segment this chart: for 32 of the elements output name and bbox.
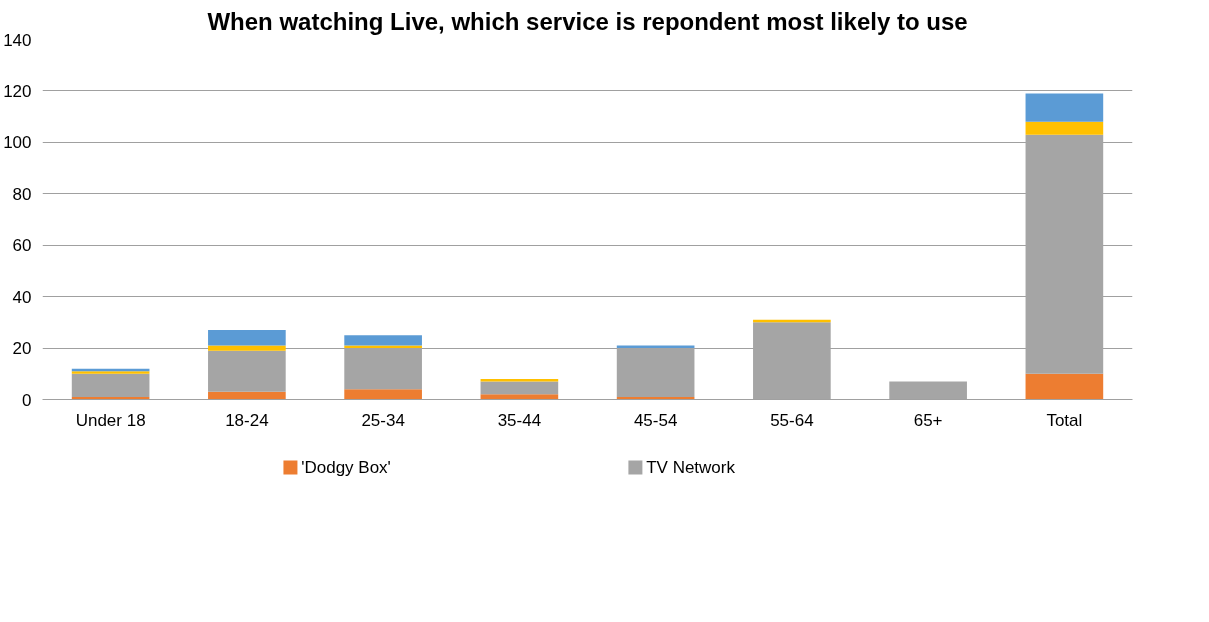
bar <box>1025 93 1104 122</box>
x-tick-label: 45-54 <box>633 410 678 430</box>
chart-title: When watching Live, which service is repondent most likely to use <box>207 7 968 35</box>
bar <box>208 330 286 346</box>
bar <box>344 335 422 346</box>
y-tick-label: 120 <box>3 81 32 101</box>
bar <box>480 394 559 400</box>
bar <box>1025 121 1104 135</box>
y-tick-label: 60 <box>12 236 32 256</box>
y-tick-label: 20 <box>12 339 32 359</box>
bar <box>480 378 559 382</box>
bar <box>208 350 286 392</box>
y-tick-label: 40 <box>12 287 32 307</box>
bar <box>208 391 286 400</box>
y-tick-label: 100 <box>3 133 32 153</box>
bar <box>208 345 286 351</box>
bar <box>480 381 559 395</box>
legend-label: TV Network <box>646 458 736 477</box>
bar <box>344 389 422 400</box>
x-tick-label: Under 18 <box>75 410 146 430</box>
x-tick-label: Total <box>1046 410 1083 430</box>
x-tick-label: 25-34 <box>361 410 405 430</box>
y-tick-label: 140 <box>3 30 32 50</box>
x-tick-label: 65+ <box>913 410 943 430</box>
y-tick-label: 0 <box>22 390 32 410</box>
x-tick-label: 35-44 <box>497 410 542 430</box>
legend-label: 'Dodgy Box' <box>301 458 391 477</box>
x-tick-label: 55-64 <box>770 410 814 430</box>
bar <box>71 373 150 397</box>
x-tick-label: 18-24 <box>225 410 269 430</box>
bar <box>1025 373 1104 400</box>
y-tick-label: 80 <box>12 184 32 204</box>
